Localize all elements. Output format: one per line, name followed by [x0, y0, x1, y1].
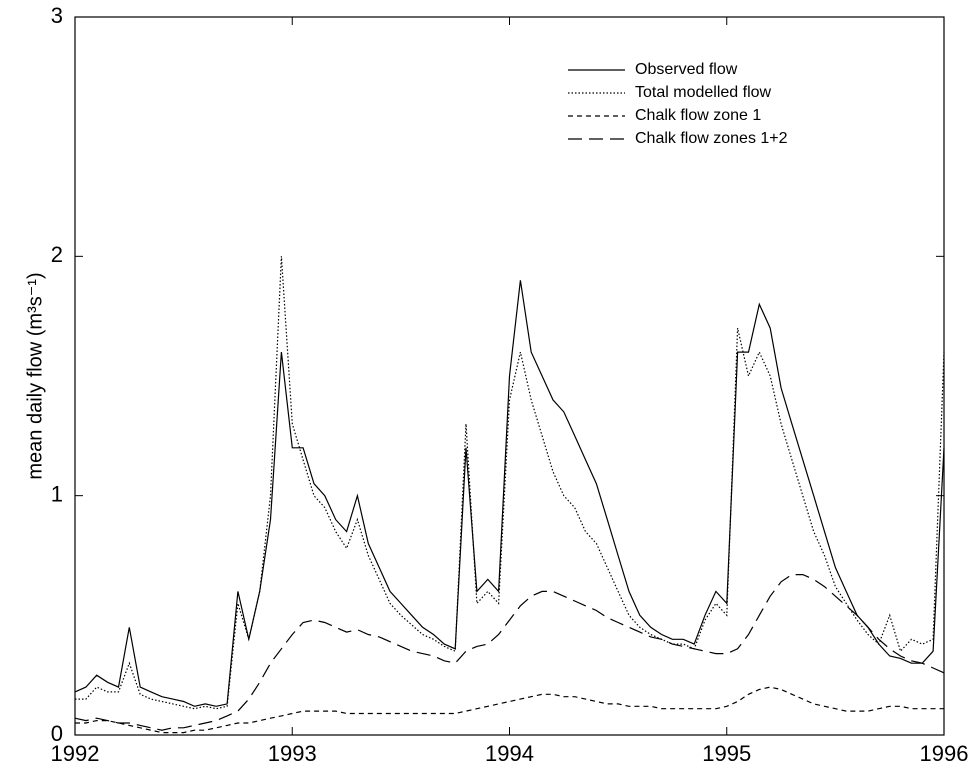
x-tick-label: 1993 — [268, 741, 317, 766]
y-tick-label: 3 — [51, 3, 63, 28]
x-tick-label: 1994 — [485, 741, 534, 766]
series-line — [74, 574, 945, 731]
legend-label: Chalk flow zone 1 — [635, 107, 761, 124]
legend-label: Chalk flow zones 1+2 — [635, 130, 788, 147]
y-tick-label: 0 — [51, 721, 63, 746]
y-axis-label: mean daily flow (m³s⁻¹) — [24, 272, 46, 479]
y-tick-label: 2 — [51, 242, 63, 267]
series-line — [74, 280, 945, 707]
legend-label: Total modelled flow — [635, 84, 772, 101]
x-tick-label: 1992 — [51, 741, 100, 766]
series-line — [75, 256, 945, 710]
x-tick-label: 1995 — [702, 741, 751, 766]
x-tick-label: 1996 — [920, 741, 969, 766]
series-line — [75, 686, 944, 734]
y-tick-label: 1 — [51, 481, 63, 506]
legend-label: Observed flow — [635, 61, 738, 78]
